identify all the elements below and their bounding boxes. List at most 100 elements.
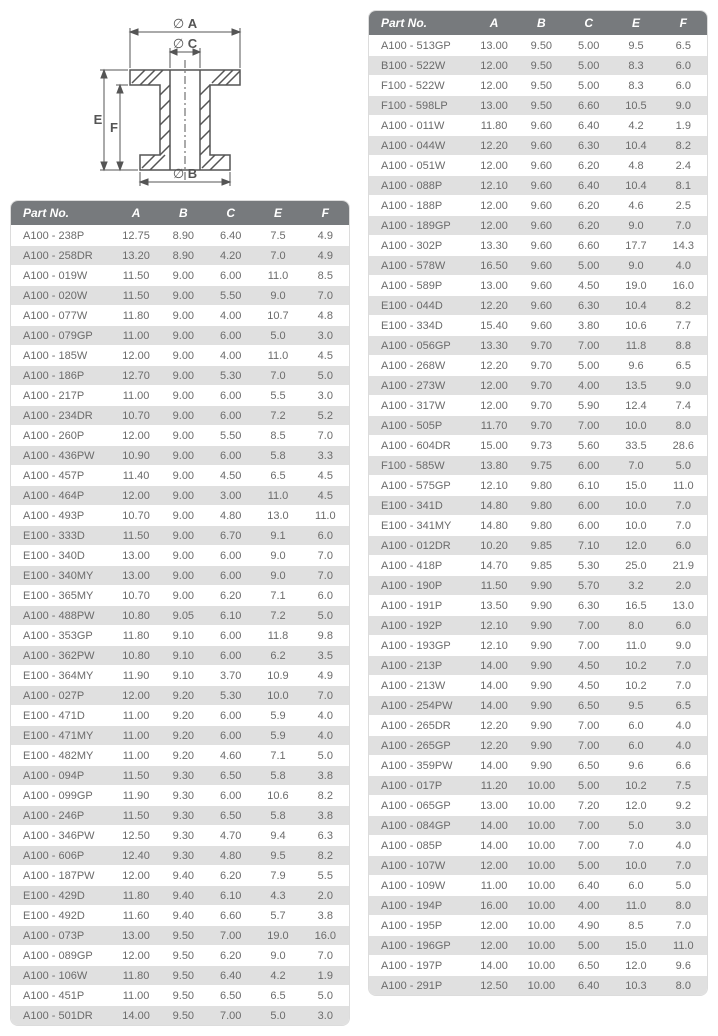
- cell-part-no: A100 - 107W: [369, 855, 470, 875]
- table-row: A100 - 065GP13.0010.007.2012.09.2: [369, 795, 707, 815]
- cell-value: 9.50: [160, 925, 207, 945]
- table-row: F100 - 522W12.009.505.008.36.0: [369, 75, 707, 95]
- cell-value: 9.0: [660, 95, 707, 115]
- cell-value: 12.00: [470, 375, 517, 395]
- cell-value: 6.0: [660, 535, 707, 555]
- cell-value: 9.60: [518, 215, 565, 235]
- table-row: A100 - 359PW14.009.906.509.66.6: [369, 755, 707, 775]
- cell-value: 9.60: [518, 275, 565, 295]
- cell-value: 4.50: [207, 465, 254, 485]
- cell-part-no: A100 - 088P: [369, 175, 470, 195]
- cell-value: 8.5: [302, 265, 349, 285]
- table-row: A100 - 185W12.009.004.0011.04.5: [11, 345, 349, 365]
- cell-part-no: E100 - 482MY: [11, 745, 112, 765]
- cell-part-no: A100 - 273W: [369, 375, 470, 395]
- cell-value: 7.0: [302, 945, 349, 965]
- cell-part-no: A100 - 213P: [369, 655, 470, 675]
- cell-part-no: E100 - 471D: [11, 705, 112, 725]
- cell-value: 5.00: [565, 355, 612, 375]
- cell-value: 13.00: [470, 95, 517, 115]
- cell-value: 12.00: [470, 195, 517, 215]
- cell-value: 2.0: [660, 575, 707, 595]
- cell-value: 12.00: [470, 855, 517, 875]
- cell-value: 12.20: [470, 355, 517, 375]
- table-row: A100 - 291P12.5010.006.4010.38.0: [369, 975, 707, 995]
- cell-value: 7.00: [565, 835, 612, 855]
- table-row: E100 - 471D11.009.206.005.94.0: [11, 705, 349, 725]
- cell-value: 9.90: [518, 735, 565, 755]
- cell-value: 7.0: [254, 245, 301, 265]
- col-header-F: F: [660, 11, 707, 35]
- cell-value: 9.00: [160, 505, 207, 525]
- cell-value: 6.50: [207, 765, 254, 785]
- table-row: E100 - 333D11.509.006.709.16.0: [11, 525, 349, 545]
- cell-value: 10.70: [112, 505, 159, 525]
- table-row: A100 - 234DR10.709.006.007.25.2: [11, 405, 349, 425]
- cell-part-no: E100 - 333D: [11, 525, 112, 545]
- cell-value: 10.00: [518, 955, 565, 975]
- cell-value: 11.80: [112, 305, 159, 325]
- cell-value: 1.9: [660, 115, 707, 135]
- cell-value: 11.50: [470, 575, 517, 595]
- cell-value: 1.9: [302, 965, 349, 985]
- cell-value: 9.70: [518, 355, 565, 375]
- cell-value: 7.2: [254, 605, 301, 625]
- cell-value: 6.50: [207, 985, 254, 1005]
- cell-part-no: A100 - 258DR: [11, 245, 112, 265]
- cell-value: 9.30: [160, 765, 207, 785]
- cell-value: 10.00: [518, 975, 565, 995]
- table-row: A100 - 187PW12.009.406.207.95.5: [11, 865, 349, 885]
- cell-value: 9.30: [160, 805, 207, 825]
- cell-value: 9.90: [518, 635, 565, 655]
- cell-part-no: A100 - 254PW: [369, 695, 470, 715]
- cell-value: 6.20: [207, 585, 254, 605]
- cell-value: 14.00: [112, 1005, 159, 1025]
- cell-value: 14.00: [470, 835, 517, 855]
- cell-part-no: A100 - 246P: [11, 805, 112, 825]
- cell-value: 9.40: [160, 905, 207, 925]
- table-row: A100 - 457P11.409.004.506.54.5: [11, 465, 349, 485]
- table-row: A100 - 197P14.0010.006.5012.09.6: [369, 955, 707, 975]
- cell-part-no: E100 - 471MY: [11, 725, 112, 745]
- cell-value: 4.0: [660, 835, 707, 855]
- table-row: A100 - 088P12.109.606.4010.48.1: [369, 175, 707, 195]
- cell-part-no: A100 - 196GP: [369, 935, 470, 955]
- cell-value: 5.30: [207, 685, 254, 705]
- cell-value: 3.00: [207, 485, 254, 505]
- table-row: A100 - 578W16.509.605.009.04.0: [369, 255, 707, 275]
- cell-value: 12.0: [612, 795, 659, 815]
- cell-value: 5.30: [207, 365, 254, 385]
- cell-part-no: A100 - 084GP: [369, 815, 470, 835]
- cell-value: 11.0: [302, 505, 349, 525]
- cell-value: 9.20: [160, 745, 207, 765]
- table-row: A100 - 079GP11.009.006.005.03.0: [11, 325, 349, 345]
- cell-value: 7.1: [254, 585, 301, 605]
- cell-value: 3.8: [302, 805, 349, 825]
- cell-value: 9.50: [518, 55, 565, 75]
- cell-value: 8.0: [660, 895, 707, 915]
- cell-value: 10.6: [612, 315, 659, 335]
- cell-part-no: E100 - 334D: [369, 315, 470, 335]
- cell-value: 5.0: [302, 745, 349, 765]
- table-row: A100 - 056GP13.309.707.0011.88.8: [369, 335, 707, 355]
- cell-value: 12.00: [470, 215, 517, 235]
- cell-part-no: A100 - 044W: [369, 135, 470, 155]
- cell-value: 14.00: [470, 655, 517, 675]
- cell-value: 9.90: [518, 655, 565, 675]
- cell-value: 6.40: [207, 965, 254, 985]
- cell-value: 9.70: [518, 375, 565, 395]
- cell-value: 7.0: [302, 545, 349, 565]
- cell-value: 6.00: [207, 545, 254, 565]
- cell-part-no: A100 - 418P: [369, 555, 470, 575]
- cell-part-no: A100 - 056GP: [369, 335, 470, 355]
- dim-label-F: F: [110, 120, 118, 135]
- cell-value: 11.20: [470, 775, 517, 795]
- cell-value: 9.0: [254, 285, 301, 305]
- table-row: A100 - 099GP11.909.306.0010.68.2: [11, 785, 349, 805]
- cell-value: 3.2: [612, 575, 659, 595]
- cell-part-no: A100 - 189GP: [369, 215, 470, 235]
- cell-value: 5.0: [302, 985, 349, 1005]
- cell-value: 11.90: [112, 785, 159, 805]
- cell-value: 6.00: [565, 515, 612, 535]
- cell-value: 13.80: [470, 455, 517, 475]
